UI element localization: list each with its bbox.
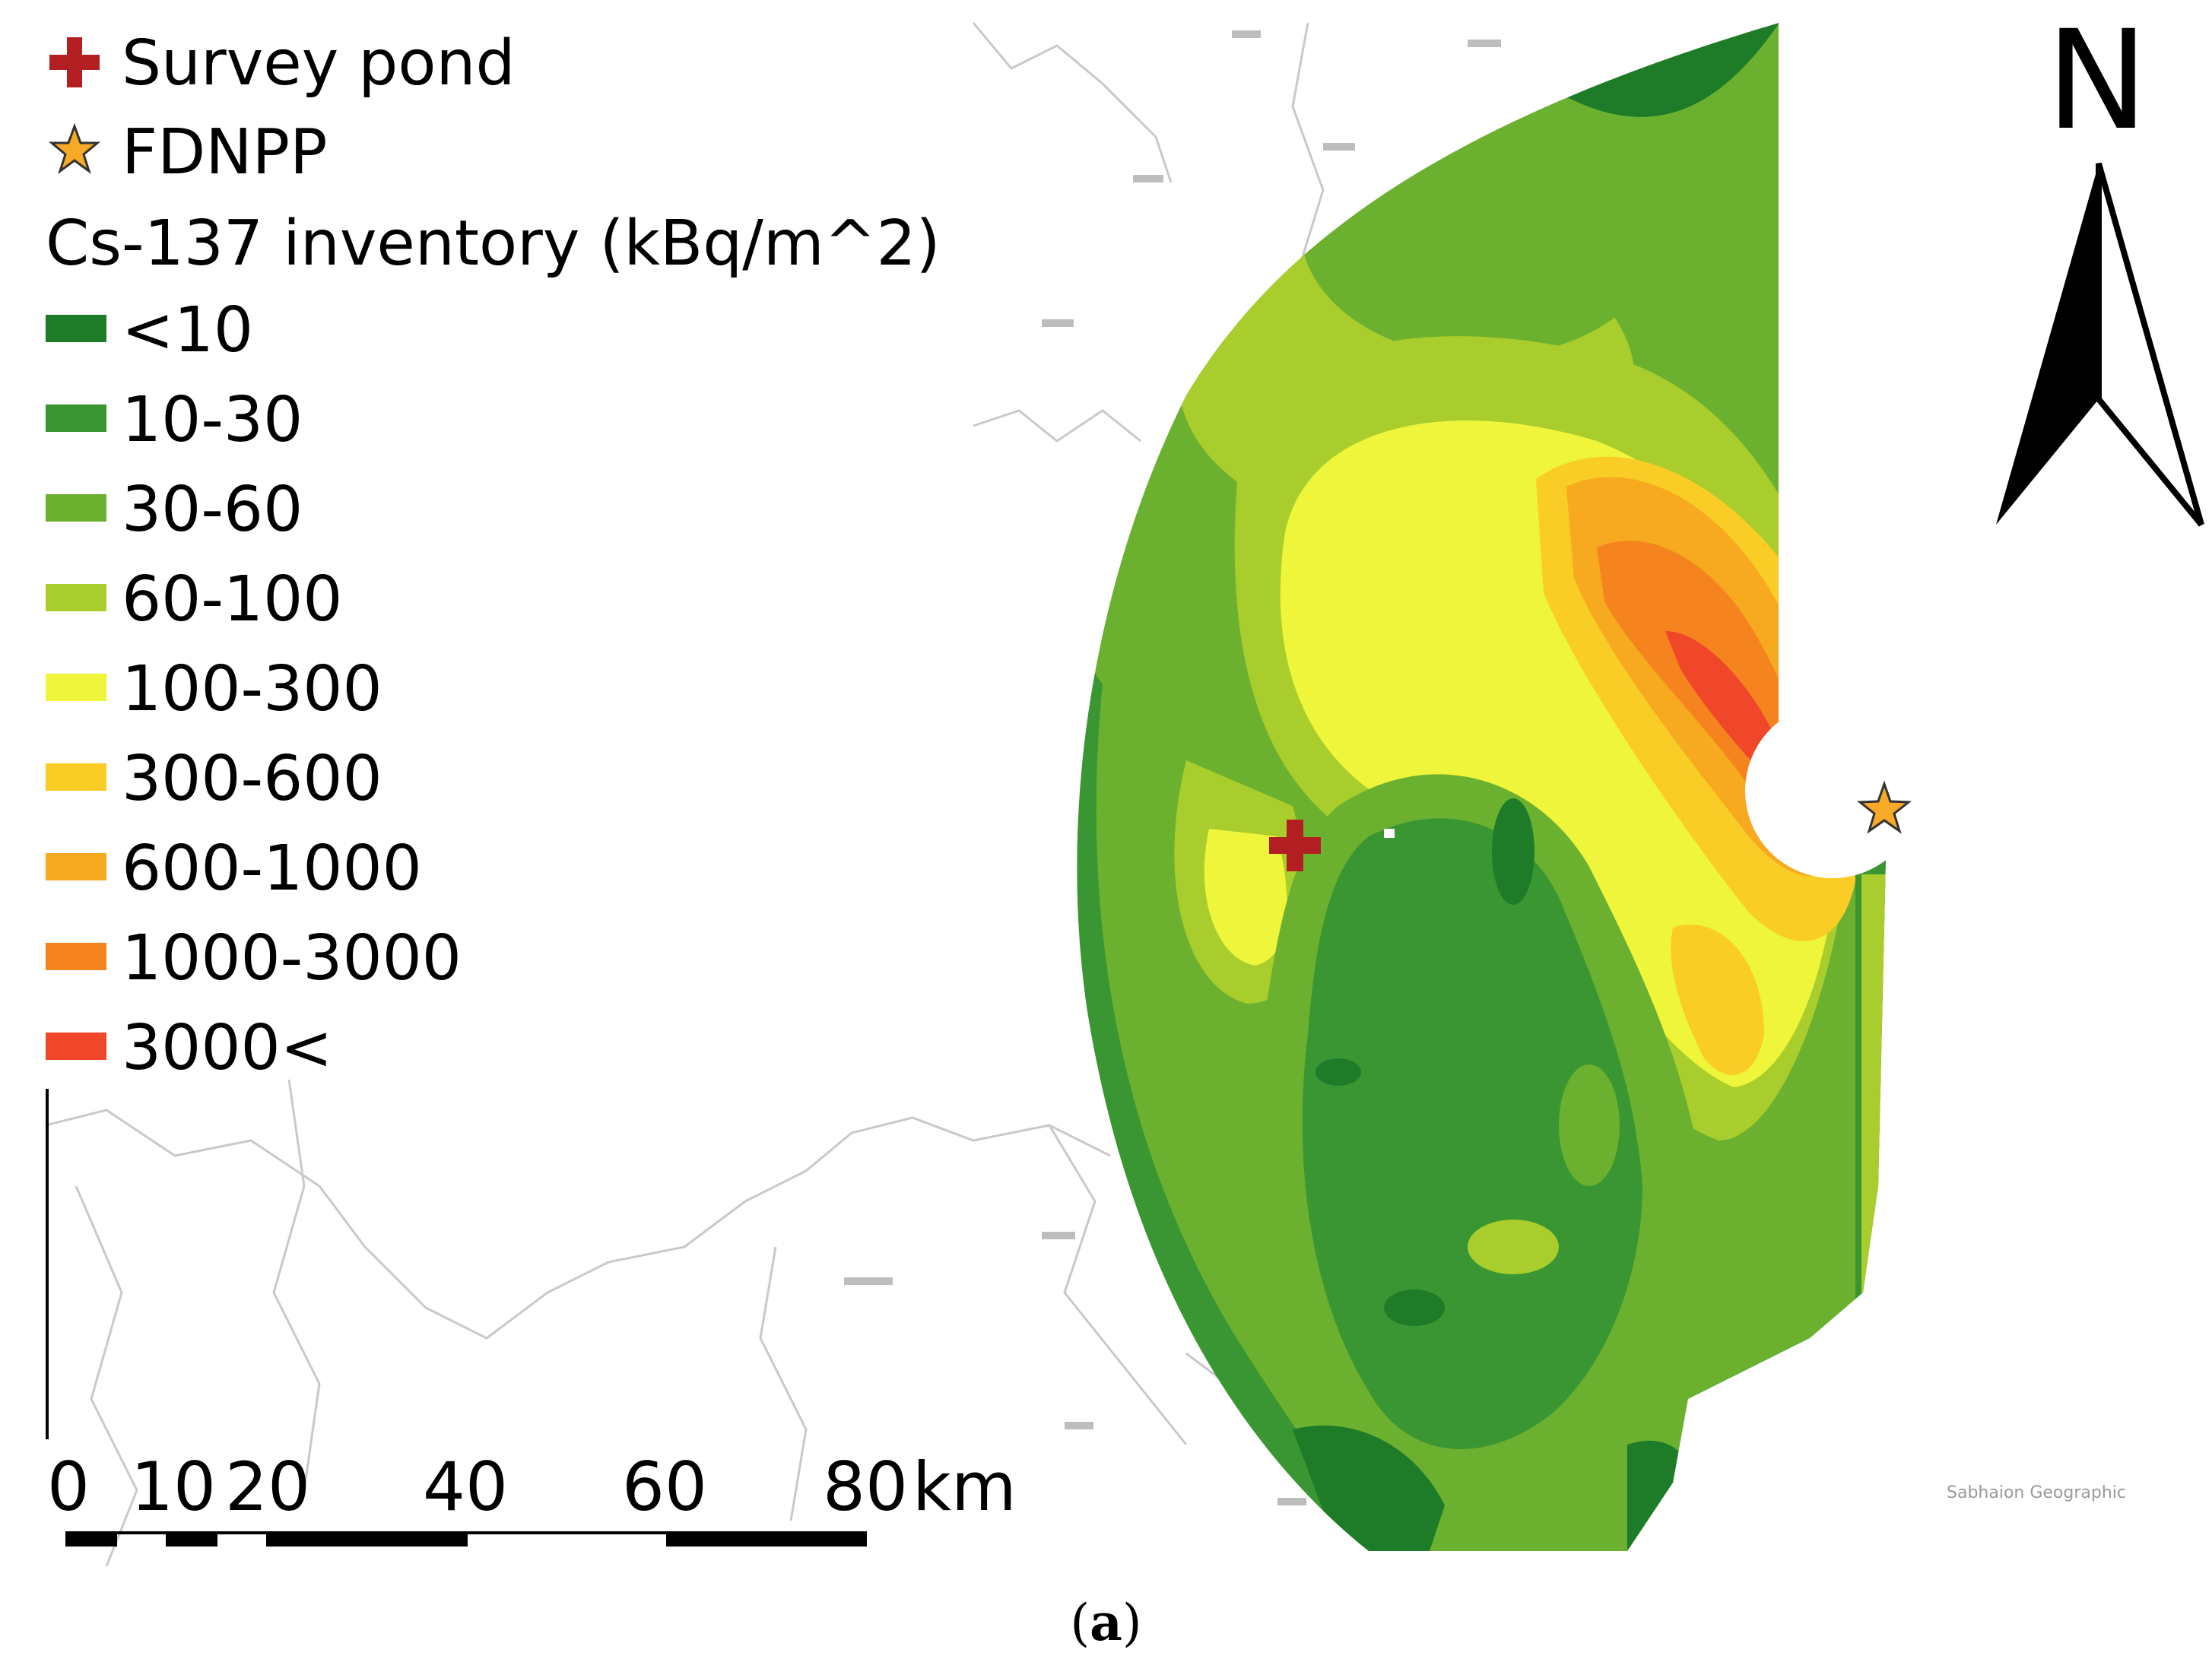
scale-bar: 0 10 20 40 60 80 km bbox=[46, 1089, 1017, 1547]
legend-class-label: 30-60 bbox=[122, 474, 303, 546]
legend-classes: <10 10-30 30-60 60-100 100-300 300-600 600-100… bbox=[46, 294, 462, 1084]
caption-open-paren: ( bbox=[1070, 1594, 1090, 1652]
legend-swatch bbox=[46, 1033, 106, 1060]
scale-tick-0: 0 bbox=[47, 1448, 90, 1526]
legend-class-label: 10-30 bbox=[122, 384, 303, 456]
scale-segment bbox=[266, 1533, 468, 1547]
legend-swatch bbox=[46, 674, 106, 701]
cs137-deposition-field bbox=[1077, 23, 1886, 1551]
map-attribution: Sabhaion Geographic bbox=[1947, 1483, 2126, 1502]
legend-swatch bbox=[46, 584, 106, 611]
survey-pond-marker bbox=[1269, 820, 1321, 871]
legend-title: Cs-137 inventory (kBq/m^2) bbox=[46, 208, 941, 280]
legend-class-row: 300-600 bbox=[46, 743, 382, 815]
legend-class-label: <10 bbox=[122, 294, 253, 366]
legend-class-row: 10-30 bbox=[46, 384, 303, 456]
legend-survey-pond-label: Survey pond bbox=[122, 27, 516, 100]
survey-pond-legend-icon bbox=[49, 37, 100, 87]
legend-class-label: 3000< bbox=[122, 1012, 332, 1084]
fdnpp-legend-icon bbox=[48, 122, 101, 174]
legend-class-row: 1000-3000 bbox=[46, 922, 462, 995]
north-arrow: N bbox=[1996, 2, 2204, 527]
legend-swatch bbox=[46, 943, 106, 970]
exclusion-zone-outline bbox=[1744, 23, 1887, 878]
legend-swatch bbox=[46, 763, 106, 791]
scale-segment bbox=[666, 1533, 867, 1547]
scale-unit: km bbox=[912, 1448, 1017, 1526]
legend-class-label: 1000-3000 bbox=[122, 922, 462, 995]
legend-class-row: <10 bbox=[46, 294, 253, 366]
legend-swatch bbox=[46, 494, 106, 522]
scale-segment bbox=[65, 1533, 117, 1547]
legend: Survey pond FDNPP Cs-137 inventory (kBq/… bbox=[46, 27, 941, 1084]
north-arrow-right-half bbox=[2096, 162, 2204, 527]
figure-caption: (a) bbox=[0, 1593, 2212, 1652]
north-arrow-left-half bbox=[1996, 163, 2099, 525]
legend-class-row: 100-300 bbox=[46, 653, 382, 725]
fdnpp-marker bbox=[1856, 780, 1912, 834]
legend-class-label: 100-300 bbox=[122, 653, 382, 725]
legend-fdnpp-label: FDNPP bbox=[122, 116, 328, 189]
caption-close-paren: ) bbox=[1122, 1594, 1142, 1652]
legend-class-label: 600-1000 bbox=[122, 833, 422, 905]
scale-tick-80: 80 bbox=[823, 1448, 908, 1526]
legend-swatch bbox=[46, 404, 106, 432]
legend-swatch bbox=[46, 853, 106, 880]
legend-class-row: 600-1000 bbox=[46, 833, 422, 905]
scale-tick-10: 10 bbox=[131, 1448, 216, 1526]
legend-class-label: 300-600 bbox=[122, 743, 382, 815]
north-arrow-label: N bbox=[2046, 2, 2149, 160]
legend-class-row: 60-100 bbox=[46, 563, 342, 636]
legend-swatch bbox=[46, 315, 106, 342]
scale-tick-20: 20 bbox=[225, 1448, 310, 1526]
legend-class-row: 30-60 bbox=[46, 474, 303, 546]
caption-letter: a bbox=[1090, 1593, 1122, 1652]
scale-tick-40: 40 bbox=[423, 1448, 508, 1526]
scale-tick-60: 60 bbox=[622, 1448, 707, 1526]
scale-segment bbox=[166, 1533, 217, 1547]
legend-class-row: 3000< bbox=[46, 1012, 332, 1084]
legend-class-label: 60-100 bbox=[122, 563, 342, 636]
